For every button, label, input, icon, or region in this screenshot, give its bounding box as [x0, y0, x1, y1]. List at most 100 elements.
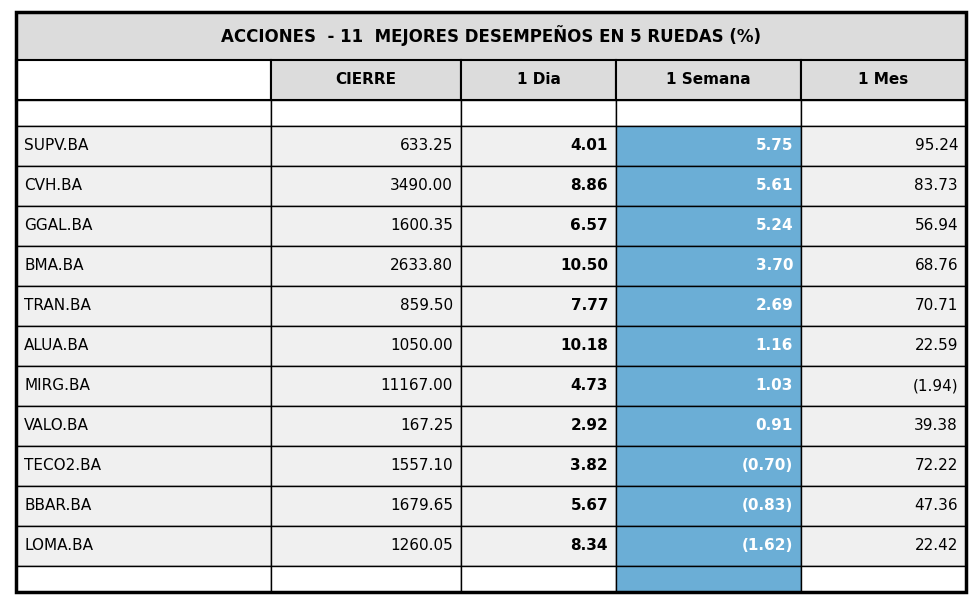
Text: 72.22: 72.22	[914, 458, 958, 474]
Bar	[801, 526, 966, 566]
Bar	[616, 166, 801, 206]
Text: 70.71: 70.71	[914, 299, 958, 314]
Text: 2633.80: 2633.80	[390, 259, 453, 274]
Bar	[16, 286, 271, 326]
Bar	[616, 100, 801, 126]
Text: 68.76: 68.76	[914, 259, 958, 274]
Bar	[616, 126, 801, 166]
Text: BBAR.BA: BBAR.BA	[24, 498, 91, 514]
Text: 1 Mes: 1 Mes	[858, 73, 908, 87]
Bar	[616, 366, 801, 406]
Text: 10.50: 10.50	[560, 259, 608, 274]
Bar	[16, 566, 271, 592]
Text: 3.70: 3.70	[756, 259, 793, 274]
Bar	[616, 526, 801, 566]
Bar	[801, 486, 966, 526]
Bar	[801, 286, 966, 326]
Bar	[16, 12, 966, 60]
Bar	[271, 486, 461, 526]
Text: 1557.10: 1557.10	[390, 458, 453, 474]
Text: 10.18: 10.18	[561, 339, 608, 354]
Bar	[271, 126, 461, 166]
Text: VALO.BA: VALO.BA	[24, 418, 89, 434]
Text: 859.50: 859.50	[400, 299, 453, 314]
Bar	[616, 246, 801, 286]
Bar	[801, 406, 966, 446]
Text: 1.16: 1.16	[756, 339, 793, 354]
Bar	[16, 166, 271, 206]
Text: CIERRE: CIERRE	[335, 73, 397, 87]
Bar	[16, 446, 271, 486]
Bar	[801, 60, 966, 100]
Text: LOMA.BA: LOMA.BA	[24, 538, 93, 554]
Bar	[616, 486, 801, 526]
Text: 4.73: 4.73	[570, 378, 608, 394]
Bar	[801, 326, 966, 366]
Text: 3.82: 3.82	[570, 458, 608, 474]
Bar	[801, 100, 966, 126]
Bar	[461, 486, 616, 526]
Text: TECO2.BA: TECO2.BA	[24, 458, 101, 474]
Text: 1 Semana: 1 Semana	[666, 73, 751, 87]
Text: SUPV.BA: SUPV.BA	[24, 139, 88, 153]
Bar	[461, 566, 616, 592]
Text: 11167.00: 11167.00	[380, 378, 453, 394]
Bar	[616, 60, 801, 100]
Bar	[801, 246, 966, 286]
Bar	[461, 286, 616, 326]
Text: 2.92: 2.92	[570, 418, 608, 434]
Bar	[616, 206, 801, 246]
Bar	[461, 326, 616, 366]
Text: 95.24: 95.24	[914, 139, 958, 153]
Text: 8.34: 8.34	[570, 538, 608, 554]
Bar	[616, 286, 801, 326]
Bar	[271, 60, 461, 100]
Text: 56.94: 56.94	[914, 219, 958, 233]
Bar	[616, 326, 801, 366]
Text: ALUA.BA: ALUA.BA	[24, 339, 89, 354]
Text: 5.75: 5.75	[756, 139, 793, 153]
Bar	[271, 526, 461, 566]
Text: BMA.BA: BMA.BA	[24, 259, 83, 274]
Bar	[16, 486, 271, 526]
Text: 22.42: 22.42	[914, 538, 958, 554]
Bar	[801, 166, 966, 206]
Text: 6.57: 6.57	[570, 219, 608, 233]
Text: 3490.00: 3490.00	[390, 179, 453, 193]
Text: MIRG.BA: MIRG.BA	[24, 378, 90, 394]
Text: 2.69: 2.69	[756, 299, 793, 314]
Text: TRAN.BA: TRAN.BA	[24, 299, 91, 314]
Bar	[461, 126, 616, 166]
Bar	[461, 166, 616, 206]
Bar	[16, 246, 271, 286]
Text: (0.83): (0.83)	[742, 498, 793, 514]
Bar	[616, 406, 801, 446]
Text: 1679.65: 1679.65	[390, 498, 453, 514]
Text: CVH.BA: CVH.BA	[24, 179, 82, 193]
Text: 0.91: 0.91	[756, 418, 793, 434]
Bar	[16, 406, 271, 446]
Text: 1260.05: 1260.05	[390, 538, 453, 554]
Text: 1 Dia: 1 Dia	[516, 73, 561, 87]
Bar	[271, 446, 461, 486]
Bar	[461, 446, 616, 486]
Bar	[461, 406, 616, 446]
Bar	[461, 366, 616, 406]
Bar	[461, 246, 616, 286]
Text: 1050.00: 1050.00	[390, 339, 453, 354]
Bar	[271, 206, 461, 246]
Text: 22.59: 22.59	[914, 339, 958, 354]
Text: 167.25: 167.25	[400, 418, 453, 434]
Text: 39.38: 39.38	[914, 418, 958, 434]
Text: 633.25: 633.25	[400, 139, 453, 153]
Bar	[16, 100, 271, 126]
Bar	[271, 286, 461, 326]
Bar	[271, 406, 461, 446]
Bar	[616, 566, 801, 592]
Text: 5.61: 5.61	[756, 179, 793, 193]
Bar	[16, 206, 271, 246]
Text: 4.01: 4.01	[570, 139, 608, 153]
Bar	[801, 206, 966, 246]
Bar	[271, 166, 461, 206]
Bar	[16, 526, 271, 566]
